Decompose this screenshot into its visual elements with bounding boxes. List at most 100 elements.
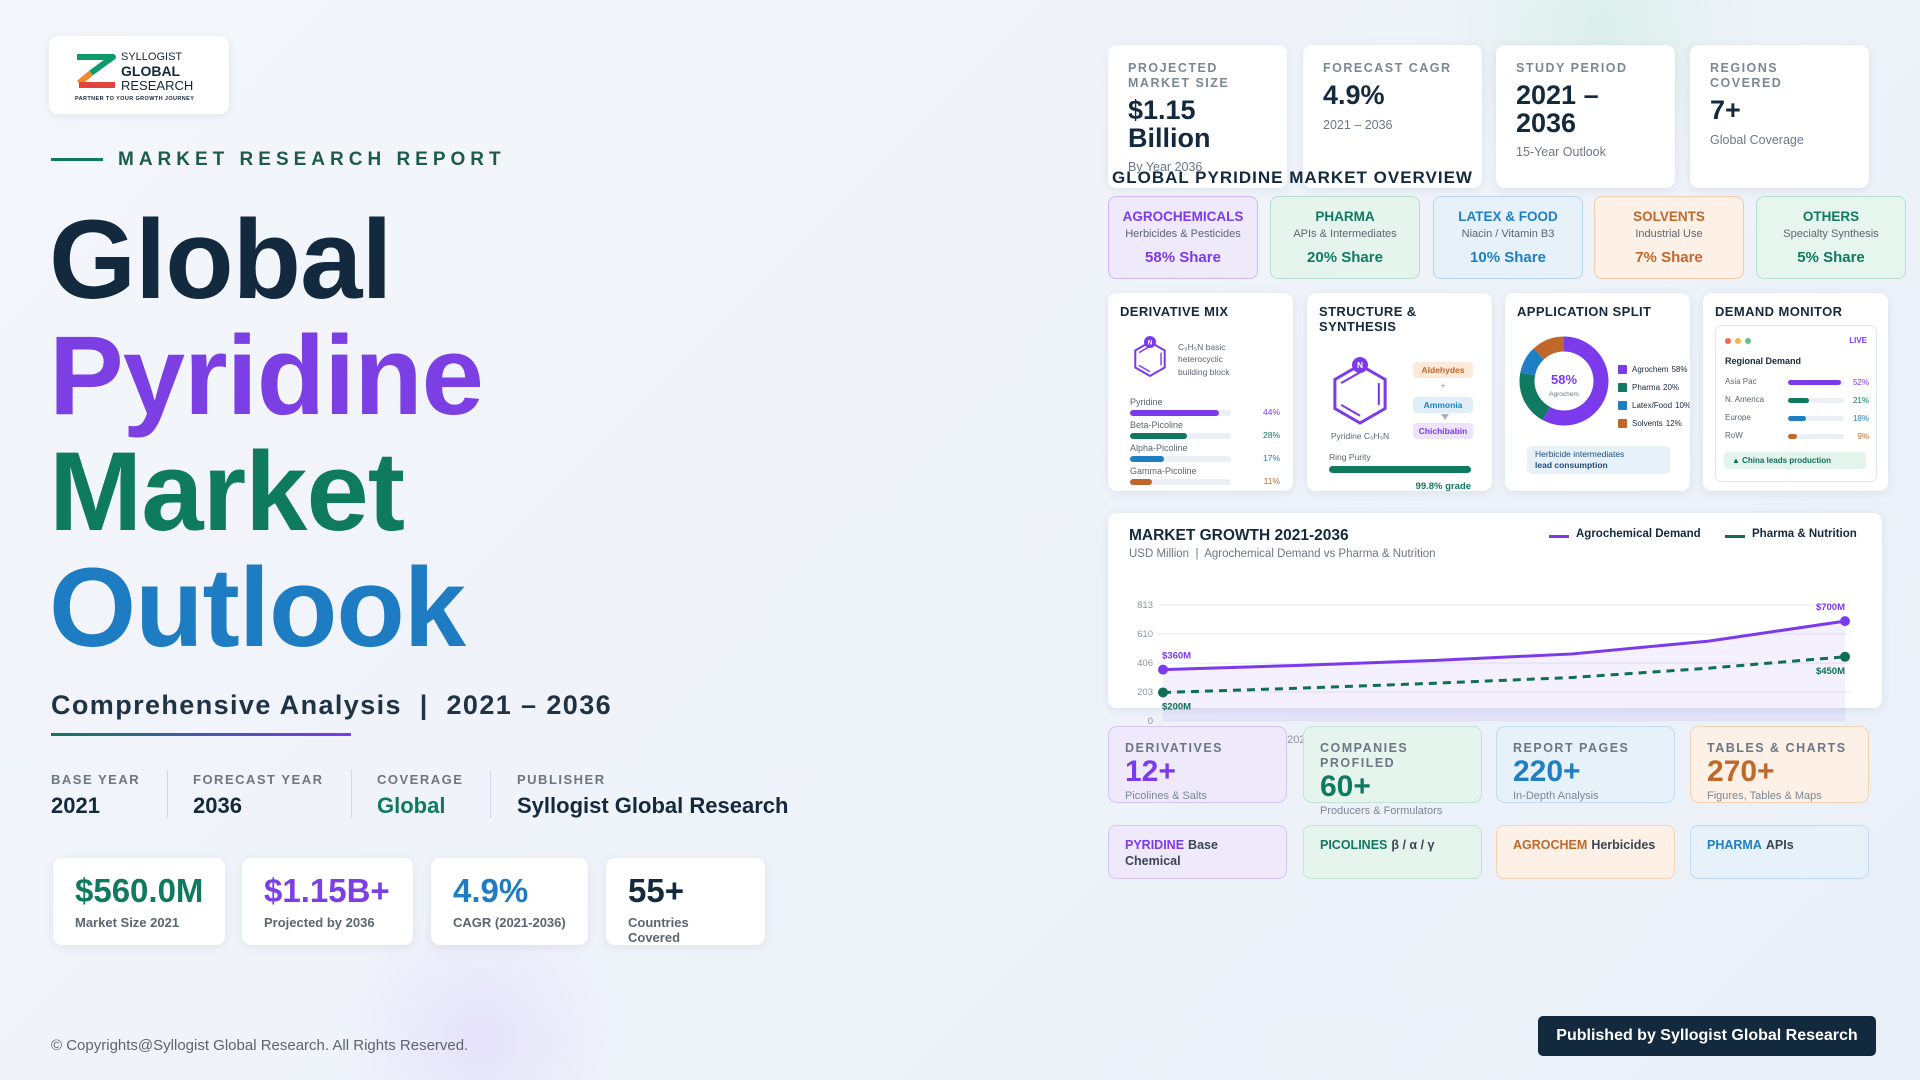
tag-text: Base Chemical xyxy=(1125,838,1218,869)
donut-segment xyxy=(1519,372,1551,420)
insight-line: Herbicide intermediates xyxy=(1535,449,1625,459)
meta-value: 2036 xyxy=(193,793,242,818)
meta-label: FORECAST YEAR xyxy=(193,772,324,787)
panel-graphic: 58% Agrochem xyxy=(1519,336,1609,426)
tag-key: PHARMA xyxy=(1707,838,1762,852)
meta-label: COVERAGE xyxy=(377,772,464,787)
ring-bond xyxy=(1340,403,1361,417)
segment-name: SOLVENTS xyxy=(1633,209,1705,224)
meta-value: 2021 xyxy=(51,793,100,818)
bar xyxy=(1788,398,1810,403)
kpi-label: FORECAST CAGR xyxy=(1323,61,1452,75)
highlight-value: $560.0M xyxy=(75,872,204,909)
kpi-value: 2021 – 2036 xyxy=(1516,80,1599,138)
publisher-badge: Published by Syllogist Global Research xyxy=(1538,1016,1876,1056)
segment-share: 58% Share xyxy=(1145,249,1221,266)
bar-value-label: 44% xyxy=(1262,407,1280,417)
eyebrow-rule xyxy=(51,158,103,161)
bar xyxy=(1130,433,1187,439)
subtitle-rule xyxy=(51,733,351,736)
kpi-note: 2021 – 2036 xyxy=(1323,117,1393,132)
tag-text: Herbicides xyxy=(1591,838,1656,852)
legend-name: Agrochem xyxy=(1632,365,1669,374)
legend-swatch xyxy=(1549,535,1569,538)
monitor-footer: ▲ China leads production xyxy=(1724,452,1866,469)
report-stat-label: COMPANIES PROFILED xyxy=(1320,741,1409,770)
tag-chip: PHARMA APIs xyxy=(1690,825,1869,879)
segment-desc: Niacin / Vitamin B3 xyxy=(1461,228,1555,240)
report-stat-note: Picolines & Salts xyxy=(1125,789,1207,802)
panel-card: APPLICATION SPLIT 58% Agrochem Agrochem 58% P… xyxy=(1505,293,1690,491)
legend-value: 58% xyxy=(1671,365,1688,374)
kpi-label: REGIONS COVERED xyxy=(1710,61,1783,90)
logo-tagline: PARTNER TO YOUR GROWTH JOURNEY xyxy=(75,96,195,102)
report-stat-value: 270+ xyxy=(1707,755,1775,788)
bar-value-label: 21% xyxy=(1852,396,1869,405)
highlight-label: Market Size 2021 xyxy=(75,914,180,930)
meta-value: Syllogist Global Research xyxy=(517,793,789,818)
chart-title: MARKET GROWTH 2021-2036 xyxy=(1129,527,1349,544)
copyright: © Copyrights@Syllogist Global Research. … xyxy=(51,1037,469,1054)
kpi-note: By Year 2036 xyxy=(1128,160,1203,175)
segment-desc: Herbicides & Pesticides xyxy=(1125,228,1241,240)
segment-share: 10% Share xyxy=(1470,249,1546,266)
segment-card: OTHERS Specialty Synthesis 5% Share xyxy=(1756,196,1906,279)
donut-center-label: Agrochem xyxy=(1549,391,1579,398)
segment-name: OTHERS xyxy=(1802,209,1860,224)
donut-segment xyxy=(1533,336,1565,360)
bar-value-label: 28% xyxy=(1262,430,1280,440)
meta-value: Global xyxy=(377,793,446,818)
atom xyxy=(1144,336,1156,348)
kpi-value: 7+ xyxy=(1710,95,1741,125)
report-stat-value: 12+ xyxy=(1125,755,1176,788)
atom-label: N xyxy=(1357,360,1363,370)
ring-bond xyxy=(1340,371,1361,385)
kpi-card: FORECAST CAGR 4.9% 2021 – 2036 xyxy=(1303,45,1482,188)
segment-name: PHARMA xyxy=(1315,209,1375,224)
highlight-card: 55+ Countries Covered xyxy=(606,858,765,945)
structure-caption: Pyridine C₅H₅N xyxy=(1330,431,1390,441)
panel-card: DERIVATIVE MIX N C₅H₅N basic heterocyclic … xyxy=(1108,293,1293,491)
tag-text: APIs xyxy=(1765,838,1794,852)
hero-title-line: Market xyxy=(49,429,405,554)
bar xyxy=(1788,416,1807,421)
donut-center-value: 58% xyxy=(1551,372,1577,387)
legend-name: Latex/Food xyxy=(1632,401,1673,410)
legend-swatch xyxy=(1618,419,1627,428)
window-dot xyxy=(1725,338,1731,344)
tag-key: AGROCHEM xyxy=(1513,838,1588,852)
highlight-card: $560.0M Market Size 2021 xyxy=(53,858,225,945)
donut-segment xyxy=(1542,336,1609,426)
panel-title: STRUCTURE & SYNTHESIS xyxy=(1319,304,1417,334)
kpi-card: REGIONS COVERED 7+ Global Coverage xyxy=(1690,45,1869,188)
legend-entry: Solvents 12% xyxy=(1632,419,1682,428)
insight-box: Herbicide intermediates lead consumption xyxy=(1527,446,1670,474)
segment-desc: Industrial Use xyxy=(1635,228,1703,240)
panel-title: DERIVATIVE MIX xyxy=(1120,304,1229,319)
report-stat-value: 220+ xyxy=(1513,755,1581,788)
logo-icon xyxy=(77,54,116,88)
kpi-card: STUDY PERIOD 2021 – 2036 15-Year Outlook xyxy=(1496,45,1675,188)
bar-track xyxy=(1788,398,1844,403)
segment-desc: Specialty Synthesis xyxy=(1783,228,1879,240)
bar-track xyxy=(1788,434,1844,439)
kpi-card: PROJECTED MARKET SIZE $1.15 Billion By Yea… xyxy=(1108,45,1287,188)
highlight-value: 55+ xyxy=(628,872,684,909)
hero-title-line: Global xyxy=(49,197,392,322)
segment-desc: APIs & Intermediates xyxy=(1293,228,1397,240)
region-label: Asia Pac xyxy=(1725,377,1757,386)
legend-swatch xyxy=(1618,365,1627,374)
meta-label: BASE YEAR xyxy=(51,772,141,787)
report-stat-card: REPORT PAGES 220+ In-Depth Analysis xyxy=(1496,726,1675,803)
highlight-card: $1.15B+ Projected by 2036 xyxy=(242,858,413,945)
bar-label: Gamma-Picoline xyxy=(1130,466,1197,476)
panel-title: APPLICATION SPLIT xyxy=(1517,304,1652,319)
purity-value-label: 99.8% grade xyxy=(1415,481,1471,491)
ring xyxy=(1134,340,1166,378)
tag-chip: PYRIDINE Base Chemical xyxy=(1108,825,1287,879)
bar-track xyxy=(1788,416,1844,421)
atom-label: N xyxy=(1148,339,1153,346)
purity-bar xyxy=(1329,466,1471,473)
hero-title-line: Outlook xyxy=(49,545,466,670)
